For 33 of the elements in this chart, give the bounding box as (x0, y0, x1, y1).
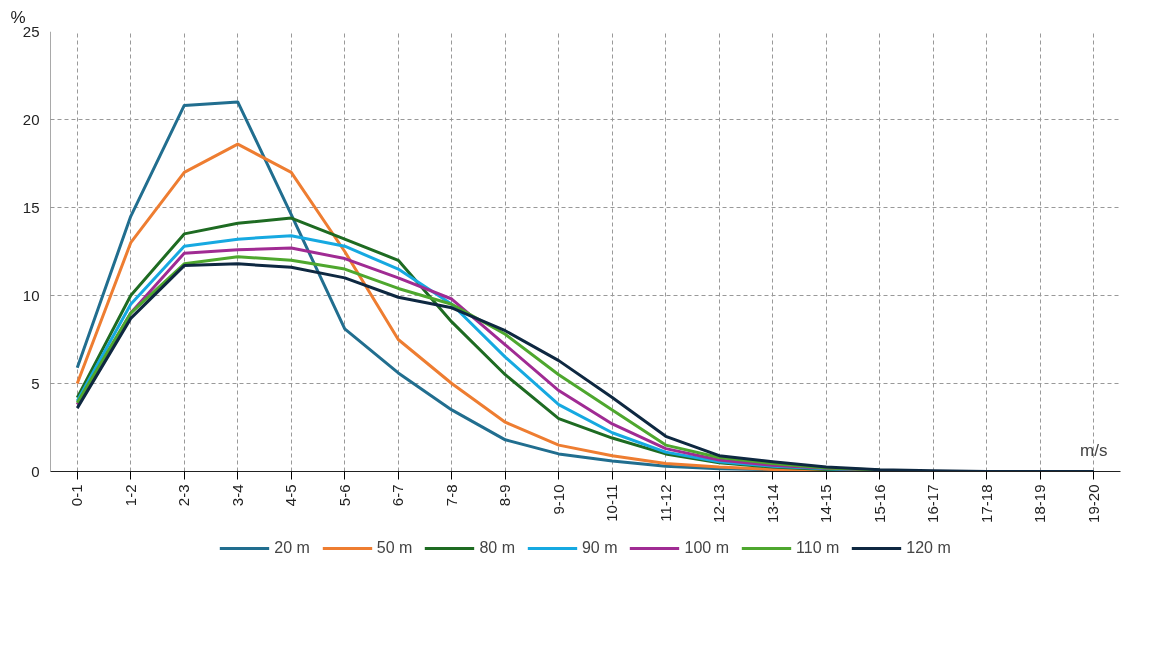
y-tick-label: 20 (22, 110, 40, 128)
legend-label: 100 m (684, 538, 730, 557)
y-tick-label: 5 (31, 374, 40, 392)
x-tick-label: 15-16 (870, 484, 888, 523)
legend-label: 50 m (376, 538, 413, 557)
x-tick-label: 13-14 (763, 484, 781, 523)
x-tick-label: 7-8 (442, 484, 460, 507)
legend-label: 20 m (274, 538, 310, 557)
x-tick-label: 2-3 (175, 484, 193, 507)
x-tick-label: 10-11 (603, 484, 621, 522)
legend-label: 110 m (796, 538, 840, 557)
x-tick-label: 19-20 (1084, 484, 1102, 523)
legend-label: 120 m (906, 538, 951, 557)
x-tick-label: 14-15 (817, 484, 835, 523)
x-tick-label: 3-4 (228, 484, 246, 507)
x-axis-title: m/s (1080, 440, 1108, 460)
x-tick-label: 8-9 (496, 484, 514, 507)
x-tick-label: 4-5 (282, 484, 300, 507)
legend-label: 90 m (581, 538, 618, 557)
legend-label: 80 m (479, 538, 515, 557)
x-tick-label: 18-19 (1031, 484, 1049, 523)
y-tick-label: 15 (22, 198, 40, 216)
x-tick-label: 5-6 (335, 484, 353, 507)
x-tick-label: 1-2 (121, 484, 139, 507)
x-tick-label: 9-10 (549, 484, 567, 515)
y-tick-label: 10 (22, 286, 40, 304)
y-tick-label: 0 (31, 462, 40, 480)
x-tick-label: 0-1 (68, 484, 86, 507)
x-tick-label: 11-12 (656, 484, 674, 522)
x-tick-label: 17-18 (977, 484, 995, 523)
x-tick-label: 12-13 (710, 484, 728, 523)
x-tick-label: 6-7 (389, 484, 407, 507)
x-tick-label: 16-17 (924, 484, 942, 523)
